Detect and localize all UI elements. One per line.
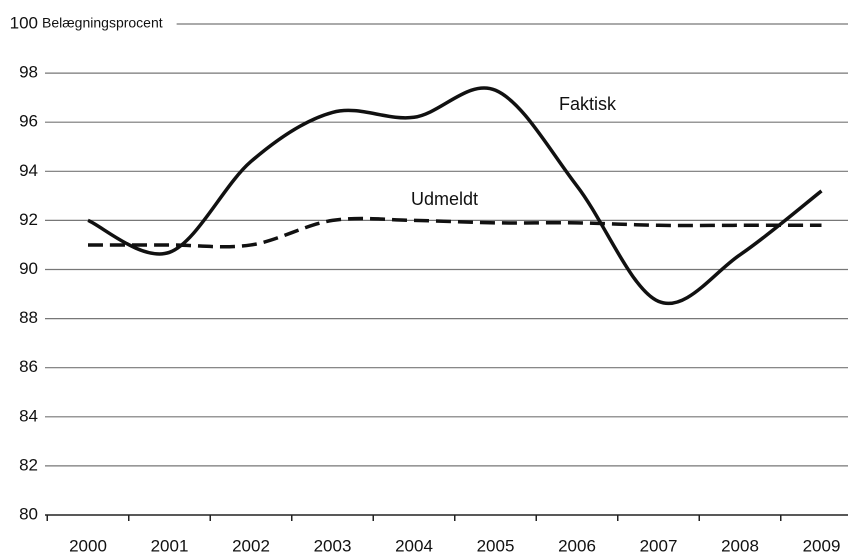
x-tick-label: 2003 <box>314 536 352 555</box>
x-tick-label: 2008 <box>721 536 759 555</box>
y-axis-label: Belægningsprocent <box>42 15 163 31</box>
y-tick-label: 90 <box>19 259 38 278</box>
series-label: Faktisk <box>559 94 617 114</box>
y-tick-label: 82 <box>19 455 38 474</box>
x-tick-label: 2004 <box>395 536 433 555</box>
y-tick-label: 98 <box>19 63 38 82</box>
y-tick-label: 80 <box>19 504 38 523</box>
y-tick-label: 92 <box>19 210 38 229</box>
x-tick-label: 2006 <box>558 536 596 555</box>
x-tick-label: 2007 <box>640 536 678 555</box>
series-label: Udmeldt <box>411 189 478 209</box>
y-tick-label: 86 <box>19 357 38 376</box>
x-tick-label: 2001 <box>151 536 189 555</box>
x-tick-label: 2009 <box>803 536 841 555</box>
series-line <box>88 216 822 249</box>
x-tick-label: 2000 <box>69 536 107 555</box>
y-tick-label: 96 <box>19 112 38 131</box>
y-tick-label: 88 <box>19 308 38 327</box>
x-tick-label: 2005 <box>477 536 515 555</box>
y-tick-label: 94 <box>19 161 38 180</box>
y-tick-label: 100 <box>10 13 38 32</box>
series-line <box>87 86 823 306</box>
x-tick-label: 2002 <box>232 536 270 555</box>
y-tick-label: 84 <box>19 406 38 425</box>
